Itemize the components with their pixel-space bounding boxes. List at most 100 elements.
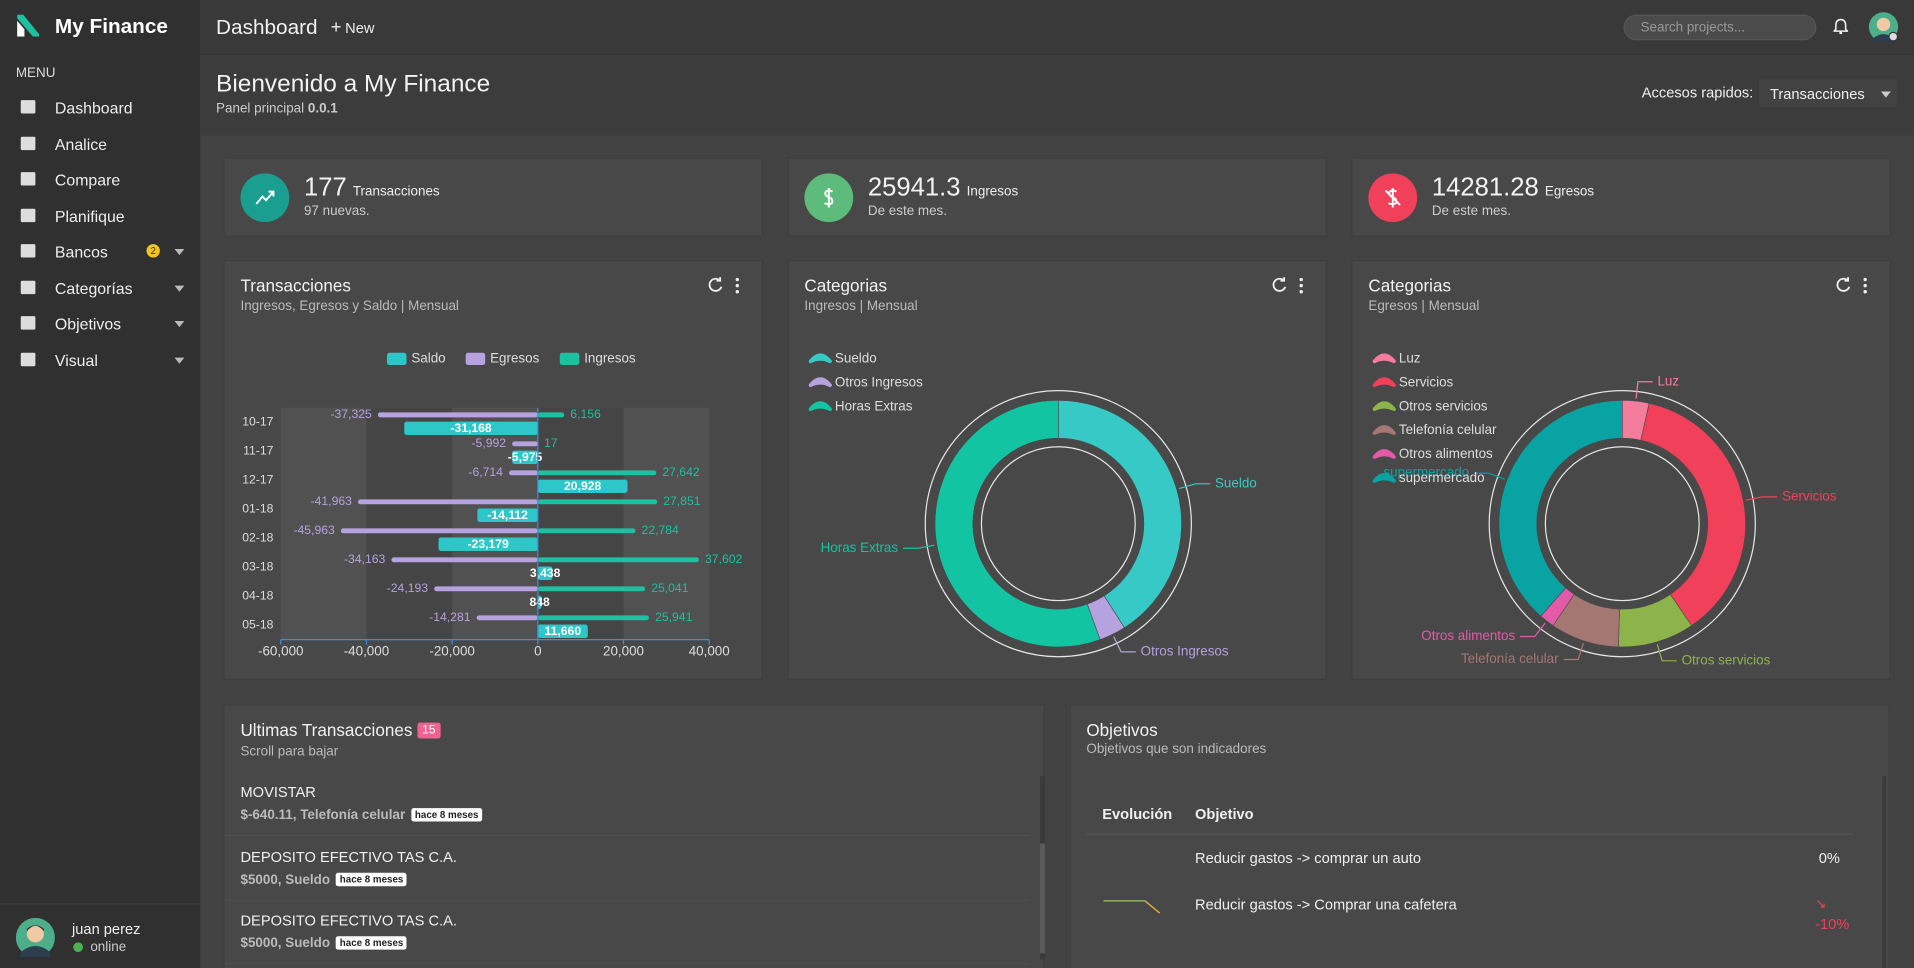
- brand[interactable]: My Finance: [54, 14, 168, 38]
- menu-dot[interactable]: [1299, 277, 1303, 282]
- objective-progress: -10%: [1815, 915, 1850, 933]
- x-tick-label: 40,000: [689, 643, 730, 658]
- grid-band: [452, 407, 538, 640]
- expand-arrow[interactable]: [174, 321, 185, 328]
- scrollbar[interactable]: [1882, 776, 1886, 968]
- sidebar: My Finance MENU Dashboard Analice Compare P…: [0, 0, 201, 968]
- transactions-subtitle: Scroll para bajar: [240, 744, 339, 760]
- search-box[interactable]: Search projects...: [1623, 14, 1817, 41]
- value-label: 25,041: [651, 581, 688, 595]
- legend-marker: [1372, 449, 1396, 459]
- bar: [537, 586, 646, 592]
- legend-swatch: [386, 352, 407, 365]
- sparkline-tail: [1144, 900, 1161, 914]
- menu-icon: [20, 172, 36, 186]
- menu-dot[interactable]: [1863, 290, 1867, 294]
- stat-icon-glyph: [1384, 187, 1401, 208]
- menu-item[interactable]: Dashboard: [0, 90, 200, 124]
- stat-icon: [1368, 173, 1418, 223]
- menu-label: Bancos: [54, 242, 108, 262]
- grid-band: [623, 407, 710, 640]
- menu-dot[interactable]: [735, 277, 739, 282]
- bell-icon[interactable]: [1833, 18, 1849, 35]
- menu-item[interactable]: Compare: [0, 162, 200, 196]
- refresh-icon[interactable]: [1272, 277, 1287, 292]
- menu-item[interactable]: Visual: [0, 342, 200, 376]
- transaction-detail-line: $5000, Sueldo hace 8 meses: [240, 931, 407, 953]
- menu-icon: [20, 316, 36, 330]
- select-arrow: [1881, 91, 1891, 98]
- scroll-thumb[interactable]: [1040, 843, 1045, 954]
- menu-dot[interactable]: [1863, 283, 1867, 288]
- menu-item[interactable]: Planifique: [0, 198, 200, 232]
- grid-band: [280, 407, 367, 640]
- refresh-icon[interactable]: [1836, 277, 1851, 292]
- top-avatar[interactable]: [1868, 11, 1900, 43]
- transactions-list: MOVISTAR $-640.11, Telefonía celular hace …: [224, 776, 1037, 968]
- stat-note: 97 nuevas.: [303, 203, 370, 219]
- scrollbar[interactable]: [1040, 776, 1045, 960]
- bar: [377, 412, 538, 418]
- stat-value: 14281.28: [1431, 173, 1539, 202]
- x-tick-label: 20,000: [603, 643, 644, 658]
- value-label: -45,963: [293, 523, 335, 537]
- menu-item[interactable]: Objetivos: [0, 306, 200, 340]
- expand-arrow[interactable]: [174, 285, 185, 292]
- column-header: Evolución: [1102, 805, 1173, 823]
- value-label: 27,642: [662, 465, 699, 479]
- menu-item[interactable]: Categorías: [0, 270, 200, 304]
- transaction-detail: $5000, Sueldo: [240, 872, 331, 887]
- transactions-count: 15: [417, 722, 441, 739]
- callout-label: Servicios: [1782, 488, 1837, 503]
- callout-line: [1113, 636, 1136, 653]
- inner-ring: [980, 446, 1136, 602]
- bar: [537, 557, 699, 563]
- chart-card: Categorias Ingresos | Mensual Sueldo Otros …: [787, 260, 1327, 680]
- x-tick-label: 0: [534, 643, 541, 658]
- chart-tools[interactable]: [1272, 276, 1309, 296]
- menu-dot[interactable]: [1863, 277, 1867, 282]
- chart-title: Categorias: [804, 275, 888, 296]
- chart-tools[interactable]: [1836, 276, 1873, 296]
- grid-band: [537, 407, 624, 640]
- expand-arrow[interactable]: [174, 249, 185, 256]
- menu-item[interactable]: Analice: [0, 126, 200, 160]
- bar: [537, 528, 636, 534]
- callout-line: [902, 544, 935, 549]
- menu-dot[interactable]: [735, 290, 739, 294]
- value-label: -14,112: [487, 508, 528, 522]
- value-label: 37,602: [705, 552, 742, 566]
- callout-line: [1635, 381, 1653, 399]
- objectives-title: Objetivos: [1086, 720, 1158, 740]
- menu-dot[interactable]: [1299, 290, 1303, 294]
- expand-arrow[interactable]: [174, 357, 185, 364]
- menu-dot[interactable]: [735, 283, 739, 288]
- transaction-time: hace 8 meses: [336, 872, 407, 886]
- transaction-item[interactable]: MOVISTAR $-640.11, Telefonía celular hace …: [224, 776, 1031, 837]
- chart: Luz Servicios Otros servicios Telefonía cel…: [1372, 350, 1837, 667]
- legend-label: supermercado: [1399, 470, 1485, 485]
- transaction-item[interactable]: DEPOSITO EFECTIVO TAS C.A. $5000, Sueldo h…: [224, 840, 1031, 901]
- transaction-item[interactable]: DEPOSITO EFECTIVO TAS C.A. $5000, Sueldo h…: [224, 905, 1031, 965]
- bar: [477, 508, 538, 522]
- menu-dot[interactable]: [1299, 283, 1303, 288]
- y-tick-label: 05-18: [242, 617, 273, 631]
- bar: [404, 421, 538, 436]
- new-button[interactable]: + New: [331, 17, 375, 38]
- user-avatar[interactable]: [15, 917, 55, 957]
- stat-main: 14281.28 Egresos: [1432, 173, 1594, 202]
- stat-note: De este mes.: [1431, 203, 1511, 219]
- welcome-title: Bienvenido a My Finance: [216, 70, 491, 98]
- page-title: Dashboard: [216, 15, 318, 40]
- value-label: -31,168: [450, 421, 492, 435]
- menu: Dashboard Analice Compare Planifique Bancos 2…: [0, 90, 200, 468]
- quick-access-select[interactable]: Transacciones: [1758, 79, 1897, 108]
- version: 0.0.1: [307, 101, 338, 116]
- refresh-icon[interactable]: [708, 277, 723, 292]
- menu-item[interactable]: Bancos 2: [0, 234, 200, 268]
- menu-icon: [20, 100, 36, 114]
- quick-access-label: Accesos rapidos:: [1641, 84, 1754, 102]
- y-tick-label: 12-17: [242, 472, 273, 486]
- chart-tools[interactable]: [708, 276, 745, 296]
- value-label: -5,992: [471, 436, 506, 450]
